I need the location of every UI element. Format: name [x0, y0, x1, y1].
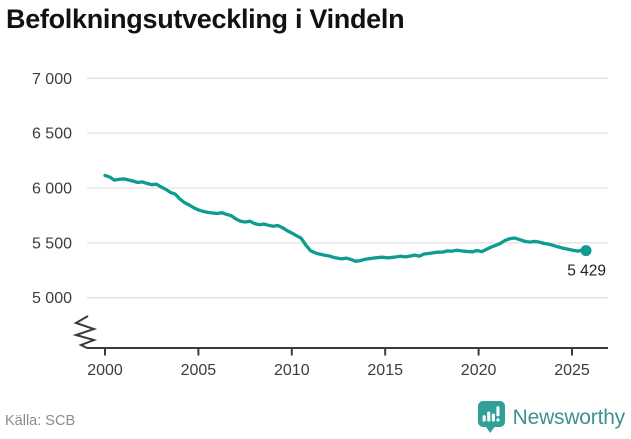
x-tick-label: 2015 — [367, 362, 403, 379]
x-tick-label: 2000 — [87, 362, 123, 379]
newsworthy-bubble-bar-chart-icon — [477, 401, 505, 433]
x-tick-label: 2025 — [554, 362, 590, 379]
x-tick-label: 2005 — [181, 362, 217, 379]
x-tick-label: 2020 — [461, 362, 497, 379]
newsworthy-wordmark: Newsworthy — [512, 405, 626, 429]
y-tick-label: 5 500 — [32, 235, 72, 252]
newsworthy-logo: Newsworthy — [477, 400, 625, 435]
x-tick-label: 2010 — [274, 362, 310, 379]
end-value-label: 5 429 — [567, 263, 606, 280]
y-tick-label: 7 000 — [32, 71, 72, 88]
axis-break-icon — [72, 315, 98, 349]
y-tick-label: 6 500 — [32, 126, 72, 143]
chart-title: Befolkningsutveckling i Vindeln — [6, 4, 405, 34]
y-tick-label: 6 000 — [32, 181, 72, 198]
population-line — [103, 173, 588, 263]
y-tick-label: 5 000 — [32, 290, 72, 307]
last-point-marker — [580, 245, 592, 257]
source-note: Källa: SCB — [5, 413, 76, 429]
